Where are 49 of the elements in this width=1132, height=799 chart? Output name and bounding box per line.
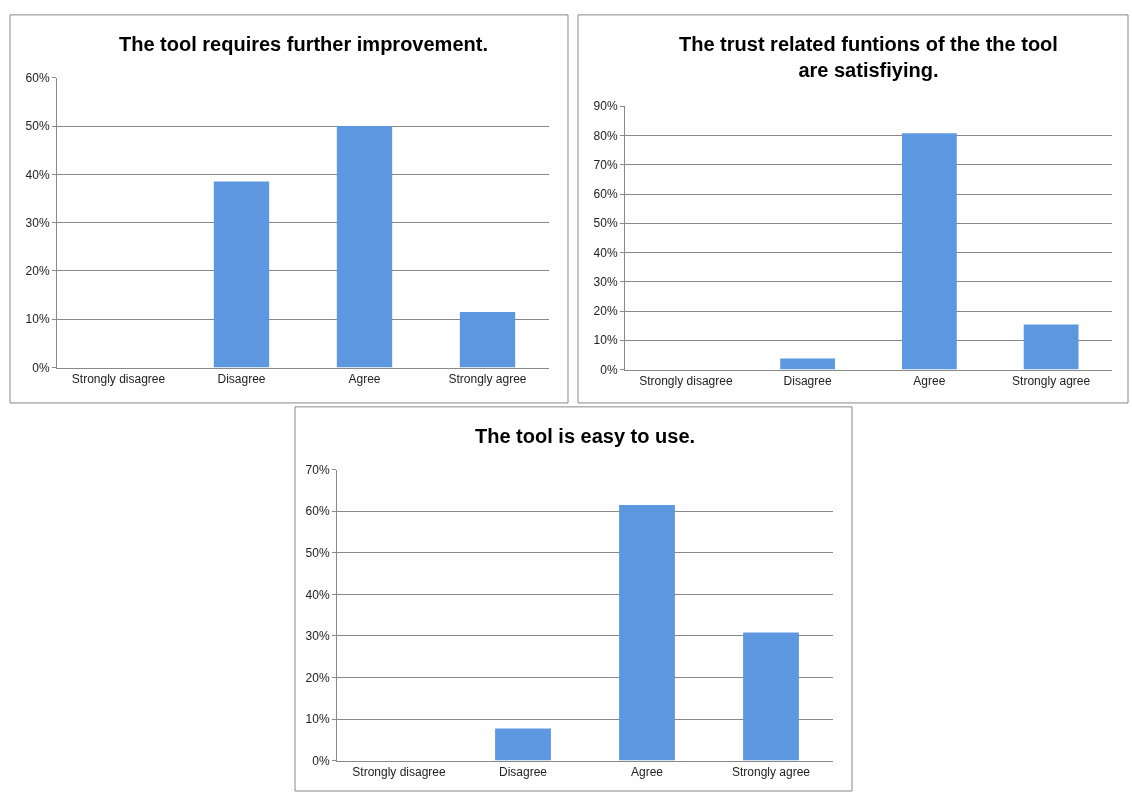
y-tick-label: 50% — [305, 546, 330, 561]
bar — [901, 133, 957, 370]
y-tick-label: 0% — [32, 360, 50, 375]
x-tick-label: Strongly disagree — [71, 371, 166, 386]
x-tick-label: Agree — [630, 764, 664, 779]
y-tick-label: 70% — [305, 462, 330, 477]
bar — [213, 181, 270, 368]
y-tick-label: 30% — [25, 215, 50, 230]
y-tick-label: 60% — [25, 70, 50, 85]
x-tick-label: Agree — [348, 371, 381, 386]
x-tick-label: Strongly agree — [731, 764, 811, 779]
y-tick-label: 10% — [25, 312, 50, 327]
y-tick-label: 60% — [593, 187, 618, 202]
y-tick-label: 20% — [305, 670, 330, 685]
bar — [780, 358, 836, 370]
bar — [336, 126, 393, 368]
y-tick-label: 90% — [593, 99, 618, 114]
x-tick-label: Strongly disagree — [639, 373, 733, 388]
x-tick-label: Disagree — [217, 371, 266, 386]
bar — [459, 312, 516, 368]
x-tick-label: Disagree — [783, 373, 832, 388]
bar — [619, 505, 675, 761]
x-tick-label: Strongly disagree — [352, 764, 447, 779]
y-tick-label: 30% — [305, 629, 330, 644]
y-tick-label: 70% — [593, 157, 618, 172]
y-tick-label: 80% — [593, 128, 618, 143]
y-tick-label: 0% — [600, 362, 618, 377]
y-tick-label: 50% — [593, 216, 618, 231]
y-tick-label: 40% — [305, 587, 330, 602]
x-tick-label: Strongly agree — [448, 371, 527, 386]
chart-title: The tool is easy to use. — [475, 425, 696, 447]
chart-title: The trust related funtions of the the tool are satisfiying. — [679, 33, 1058, 81]
y-tick-label: 30% — [593, 274, 618, 289]
bar — [743, 632, 799, 761]
y-tick-label: 50% — [25, 119, 50, 134]
y-tick-label: 40% — [593, 245, 618, 260]
y-tick-label: 0% — [312, 753, 330, 768]
y-tick-label: 20% — [593, 304, 618, 319]
x-tick-label: Disagree — [498, 764, 548, 779]
bar — [495, 728, 551, 761]
y-tick-label: 10% — [593, 333, 618, 348]
y-tick-label: 40% — [25, 167, 50, 182]
chart-title: The tool requires further improvement. — [119, 33, 488, 55]
x-tick-label: Strongly agree — [1012, 373, 1091, 388]
y-tick-label: 20% — [25, 264, 50, 279]
y-tick-label: 10% — [305, 712, 330, 727]
bar — [1023, 324, 1079, 370]
x-tick-label: Agree — [913, 373, 946, 388]
y-tick-label: 60% — [305, 504, 330, 519]
